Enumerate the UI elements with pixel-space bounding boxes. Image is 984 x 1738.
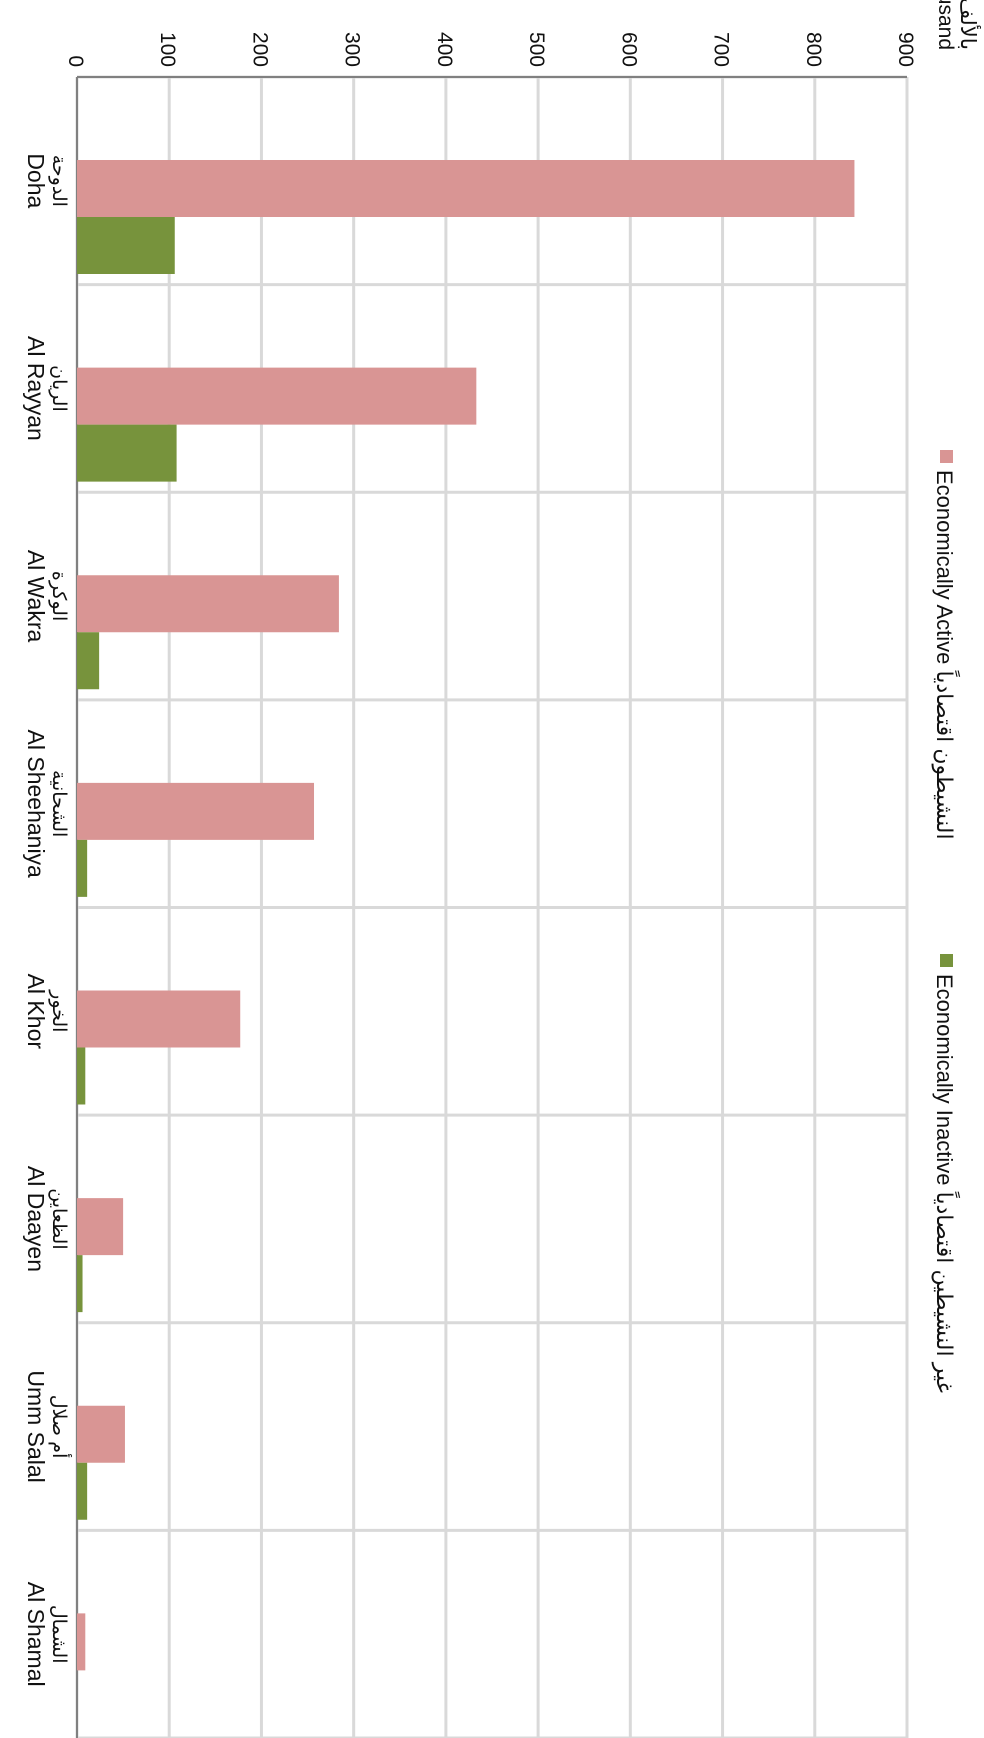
bar-inactive-3 bbox=[77, 839, 88, 897]
y-tick-label: 100 bbox=[156, 32, 179, 67]
bar-active-7 bbox=[76, 1613, 86, 1671]
category-label-ar: الشمال bbox=[48, 1605, 69, 1664]
legend-label-0: Economically Active النشيطون اقتصادياً bbox=[932, 470, 961, 840]
category-label-en: Al Wakra bbox=[23, 550, 49, 643]
legend-swatch-0 bbox=[940, 450, 953, 463]
y-tick-label: 300 bbox=[341, 32, 364, 67]
category-label-ar: الخور bbox=[48, 989, 69, 1032]
bar-inactive-5 bbox=[76, 1255, 83, 1313]
category-label-en: Umm Salal bbox=[23, 1370, 49, 1482]
category-label-ar: الشحانية bbox=[48, 770, 69, 837]
bar-inactive-6 bbox=[77, 1462, 88, 1520]
bar-active-3 bbox=[77, 782, 315, 840]
category-label-en: Al Khor bbox=[23, 974, 49, 1050]
y-tick-label: 400 bbox=[433, 32, 456, 67]
category-label-en: Al Shamal bbox=[23, 1582, 49, 1687]
bar-active-6 bbox=[77, 1405, 125, 1463]
legend-label-1: Economically Inactive غير النشيطين اقتصا… bbox=[932, 974, 961, 1393]
y-tick-label: 500 bbox=[525, 32, 548, 67]
bars bbox=[76, 160, 855, 1671]
y-tick-label: 600 bbox=[617, 32, 640, 67]
bar-inactive-1 bbox=[76, 424, 177, 482]
legend-swatch-1 bbox=[940, 954, 953, 967]
category-label-ar: الوكرة bbox=[48, 571, 69, 621]
category-label-ar: أم صلال bbox=[48, 1395, 72, 1459]
y-tick-label: 200 bbox=[248, 32, 271, 67]
y-tick-label: 900 bbox=[894, 32, 917, 67]
unit-label: بالألفThousand bbox=[934, 0, 981, 50]
category-label-ar: الدوحة bbox=[48, 155, 69, 207]
category-label-en: Doha bbox=[23, 153, 49, 208]
category-label-ar: الريان bbox=[48, 365, 69, 412]
category-label-ar: الظعاين bbox=[48, 1188, 69, 1249]
y-tick-label: 800 bbox=[802, 32, 825, 67]
category-label-en: Al Sheehaniya bbox=[23, 730, 49, 879]
bar-active-5 bbox=[76, 1198, 124, 1256]
bar-inactive-4 bbox=[76, 1047, 86, 1105]
bar-inactive-0 bbox=[77, 217, 175, 274]
category-label-en: Al Daayen bbox=[23, 1166, 49, 1272]
bar-active-2 bbox=[77, 575, 339, 633]
y-tick-label: 700 bbox=[710, 32, 733, 67]
bar-active-0 bbox=[76, 160, 855, 217]
bar-inactive-2 bbox=[77, 632, 100, 690]
y-tick-label: 0 bbox=[64, 55, 87, 67]
grid bbox=[75, 75, 909, 1738]
category-label-en: Al Rayyan bbox=[23, 336, 49, 441]
bar-active-4 bbox=[77, 990, 241, 1048]
bar-active-1 bbox=[77, 367, 477, 425]
chart-plot: 0 100 200 300 400 500 600 700 800 900 بالألفThousa… bbox=[23, 0, 981, 1738]
labels: 0 100 200 300 400 500 600 700 800 900 بالألفThousa… bbox=[23, 0, 981, 1687]
